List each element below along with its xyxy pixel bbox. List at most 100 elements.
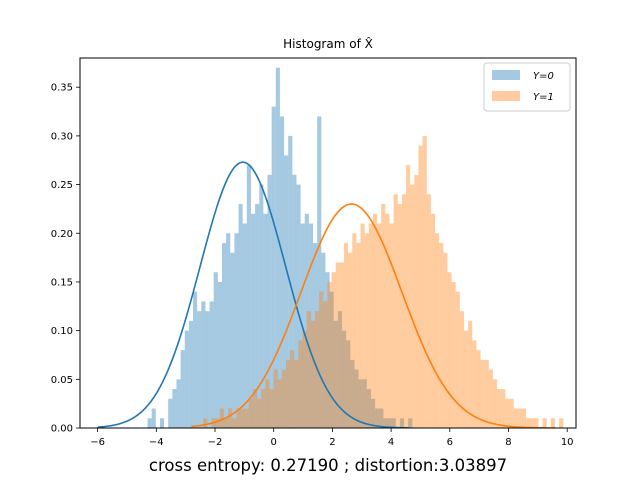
- histogram-bar: [298, 340, 303, 428]
- x-tick-label: −2: [208, 437, 223, 448]
- histogram-bar: [370, 398, 376, 428]
- histogram-bar: [168, 398, 173, 428]
- histogram-bar: [176, 379, 181, 428]
- histogram-bar: [261, 389, 266, 428]
- histogram-bar: [366, 389, 371, 428]
- histogram-bar: [327, 281, 332, 428]
- legend: Y=0 Y=1: [483, 62, 571, 112]
- histogram-bar: [304, 213, 309, 428]
- histogram-bar: [406, 165, 411, 428]
- histogram-bar: [252, 389, 258, 428]
- histogram-bar: [391, 418, 396, 428]
- histogram-bar: [221, 243, 227, 428]
- histogram-bar: [269, 389, 274, 428]
- histogram-bar: [213, 272, 218, 428]
- histogram-bar: [387, 418, 392, 428]
- legend-label: Y=1: [533, 92, 554, 103]
- y-tick-label: 0.15: [51, 277, 73, 288]
- histogram-bar: [259, 184, 264, 428]
- histogram-bar: [399, 418, 405, 428]
- kde-line-series-0: [97, 161, 409, 428]
- histogram-bar: [201, 301, 206, 428]
- histogram-bar: [275, 67, 280, 428]
- y-tick-label: 0.00: [51, 424, 73, 435]
- histogram-bar: [257, 398, 262, 428]
- histogram-bar: [364, 233, 369, 428]
- histogram-bar: [180, 350, 185, 428]
- histogram-bar: [188, 320, 194, 428]
- histogram-bar: [530, 418, 535, 428]
- histogram-bar: [350, 359, 355, 428]
- histogram-bar: [306, 311, 311, 428]
- legend-box: [483, 62, 571, 112]
- histogram-bar: [236, 408, 241, 428]
- histogram-bar: [501, 389, 506, 428]
- histogram-bar: [244, 408, 249, 428]
- histogram-bar: [381, 204, 386, 428]
- histogram-bar: [219, 408, 224, 428]
- histogram-bar: [277, 379, 282, 428]
- x-tick-label: 0: [271, 437, 277, 448]
- y-tick-label: 0.05: [51, 375, 73, 386]
- histogram-bar: [246, 165, 251, 428]
- histogram-bar: [302, 330, 307, 428]
- caption: cross entropy: 0.27190 ; distortion:3.03…: [149, 456, 507, 475]
- histogram-bar: [240, 408, 245, 428]
- legend-swatch: [492, 91, 520, 101]
- histogram-bar: [472, 340, 477, 428]
- histogram-bar: [335, 262, 340, 428]
- histogram-bar: [455, 291, 460, 428]
- histogram-bar: [480, 359, 485, 428]
- histogram-bar: [209, 301, 214, 428]
- legend-swatch: [492, 70, 520, 80]
- histogram-bar: [377, 223, 382, 428]
- histogram-bar: [393, 194, 398, 428]
- plot-area: [97, 67, 564, 428]
- histogram-bar: [426, 194, 431, 428]
- histogram-bar: [542, 418, 547, 428]
- histogram-bar: [248, 398, 253, 428]
- histogram-bar: [358, 379, 363, 428]
- histogram-bar: [331, 272, 336, 428]
- histogram-bar: [339, 262, 344, 428]
- histogram-bar: [329, 291, 334, 428]
- histogram-bar: [422, 135, 427, 428]
- histogram-bar: [439, 243, 444, 428]
- histogram-bar: [281, 369, 287, 428]
- histogram-bar: [443, 252, 448, 428]
- histogram-bar: [317, 116, 322, 428]
- histogram-bar: [325, 272, 330, 428]
- x-tick-label: 10: [561, 437, 574, 448]
- histogram-bar: [151, 408, 156, 428]
- histogram-bar: [279, 116, 285, 428]
- histogram-bar: [463, 330, 469, 428]
- histogram-bar: [368, 223, 373, 428]
- histogram-bar: [435, 233, 440, 428]
- histogram-bar: [286, 359, 291, 428]
- histogram-bar: [509, 398, 514, 428]
- histogram-bar: [372, 213, 378, 428]
- y-tick-label: 0.30: [51, 131, 73, 142]
- histogram-bar: [497, 389, 502, 428]
- histogram-bar: [383, 418, 388, 428]
- x-tick-label: 4: [388, 437, 394, 448]
- histogram-bar: [290, 350, 295, 428]
- histogram-bar: [389, 223, 394, 428]
- histogram-bar: [346, 340, 351, 428]
- histogram-bar: [193, 291, 198, 428]
- histogram-bar: [265, 379, 270, 428]
- histogram-bar: [343, 243, 349, 428]
- histogram-bar: [226, 233, 231, 428]
- histogram-bar: [215, 418, 220, 428]
- histogram-bar: [375, 408, 380, 428]
- histogram-bar: [333, 320, 338, 428]
- histogram-bar: [337, 311, 342, 428]
- histogram-bar: [418, 145, 423, 428]
- histogram-bar: [310, 320, 315, 428]
- histogram-bar: [273, 369, 278, 428]
- legend-label: Y=0: [533, 71, 554, 82]
- kde-line-series-1: [191, 203, 556, 428]
- histogram-bar: [255, 204, 260, 428]
- histogram-bar: [360, 223, 365, 428]
- histogram-bar: [232, 418, 237, 428]
